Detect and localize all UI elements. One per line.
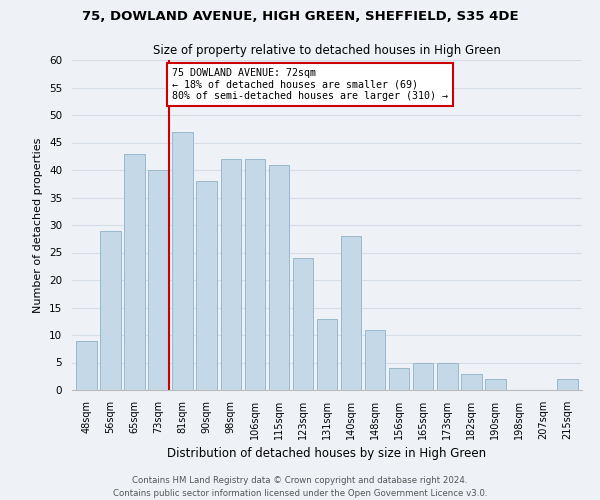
Bar xyxy=(172,132,193,390)
Bar xyxy=(269,164,289,390)
Bar xyxy=(245,159,265,390)
Bar xyxy=(148,170,169,390)
Bar xyxy=(76,340,97,390)
Bar xyxy=(124,154,145,390)
Text: 75 DOWLAND AVENUE: 72sqm
← 18% of detached houses are smaller (69)
80% of semi-d: 75 DOWLAND AVENUE: 72sqm ← 18% of detach… xyxy=(172,68,448,102)
Bar xyxy=(437,362,458,390)
Bar xyxy=(413,362,433,390)
Bar xyxy=(485,379,506,390)
Bar xyxy=(557,379,578,390)
Bar xyxy=(100,230,121,390)
Bar xyxy=(317,318,337,390)
Bar xyxy=(221,159,241,390)
Text: Contains HM Land Registry data © Crown copyright and database right 2024.
Contai: Contains HM Land Registry data © Crown c… xyxy=(113,476,487,498)
Text: 75, DOWLAND AVENUE, HIGH GREEN, SHEFFIELD, S35 4DE: 75, DOWLAND AVENUE, HIGH GREEN, SHEFFIEL… xyxy=(82,10,518,23)
Bar xyxy=(293,258,313,390)
Y-axis label: Number of detached properties: Number of detached properties xyxy=(34,138,43,312)
Bar xyxy=(389,368,409,390)
X-axis label: Distribution of detached houses by size in High Green: Distribution of detached houses by size … xyxy=(167,448,487,460)
Bar xyxy=(461,374,482,390)
Title: Size of property relative to detached houses in High Green: Size of property relative to detached ho… xyxy=(153,44,501,58)
Bar xyxy=(196,181,217,390)
Bar xyxy=(365,330,385,390)
Bar xyxy=(341,236,361,390)
